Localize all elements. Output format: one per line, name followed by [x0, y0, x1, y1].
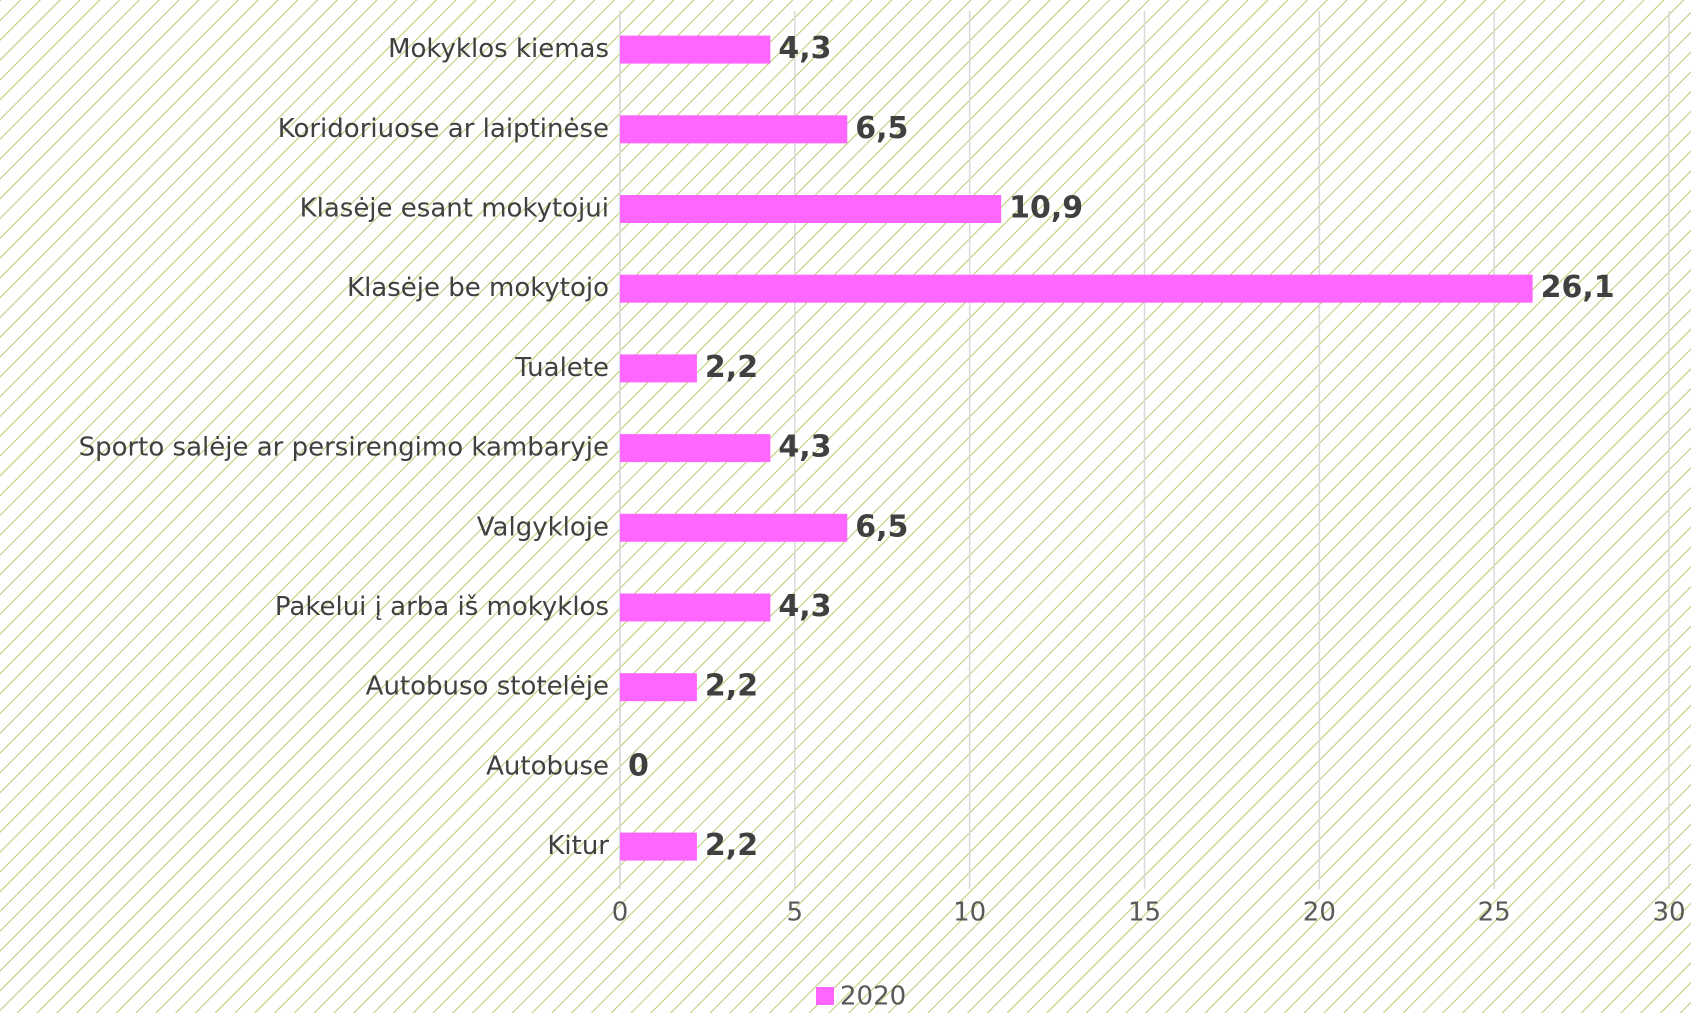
y-tick-label: Autobuso stotelėje	[366, 672, 609, 702]
y-tick-label: Autobuse	[486, 751, 609, 781]
data-label: 6,5	[855, 111, 908, 146]
data-label: 4,3	[778, 589, 831, 624]
bar	[620, 35, 771, 64]
x-tick-label: 20	[1303, 898, 1336, 928]
bar	[620, 832, 697, 861]
y-tick-label: Valgykloje	[477, 512, 609, 542]
data-label: 4,3	[778, 430, 831, 465]
data-label: 4,3	[778, 31, 831, 66]
x-tick-label: 30	[1652, 898, 1685, 928]
data-label: 2,2	[705, 669, 758, 704]
x-tick-label: 10	[953, 898, 986, 928]
bar	[620, 115, 848, 144]
x-tick-label: 15	[1128, 898, 1161, 928]
x-tick-label: 5	[787, 898, 804, 928]
bar	[620, 274, 1533, 303]
data-label: 2,2	[705, 828, 758, 863]
y-tick-label: Kitur	[547, 831, 609, 861]
y-tick-label: Sporto salėje ar persirengimo kambaryje	[79, 433, 609, 463]
bar	[620, 593, 771, 622]
data-label: 26,1	[1541, 270, 1615, 305]
data-label: 6,5	[855, 509, 908, 544]
bar	[620, 195, 1002, 223]
x-tick-label: 25	[1478, 898, 1511, 928]
y-tick-label: Pakelui į arba iš mokyklos	[275, 592, 609, 622]
x-tick-label: 0	[612, 898, 629, 928]
y-tick-label: Klasėje esant mokytojui	[300, 194, 609, 224]
data-label: 2,2	[705, 350, 758, 385]
bar	[620, 513, 848, 542]
bar	[620, 434, 771, 463]
y-tick-label: Mokyklos kiemas	[388, 34, 609, 64]
bar	[620, 673, 697, 702]
bar	[620, 354, 697, 383]
y-tick-label: Tualete	[514, 353, 609, 383]
y-tick-label: Klasėje be mokytojo	[347, 273, 609, 303]
legend-label: 2020	[840, 982, 906, 1012]
data-label: 0	[628, 748, 649, 783]
y-tick-label: Koridoriuose ar laiptinėse	[278, 114, 609, 144]
data-label: 10,9	[1009, 191, 1083, 226]
legend-swatch	[816, 987, 834, 1005]
